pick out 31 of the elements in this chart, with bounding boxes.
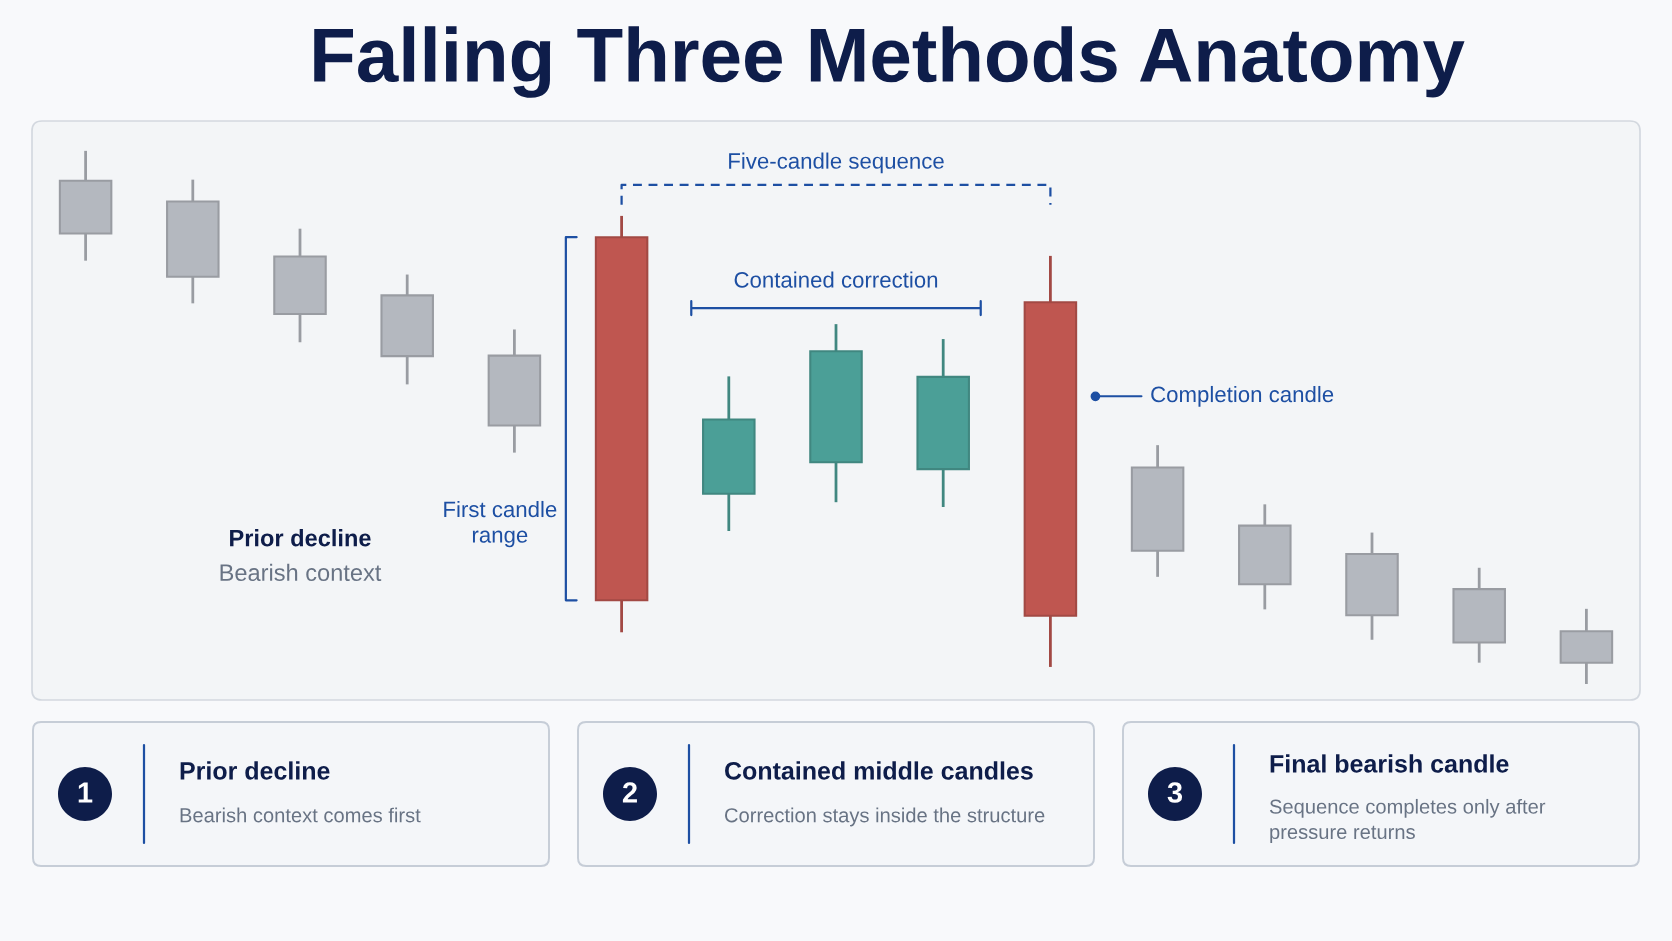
candlestick: [273, 227, 327, 344]
annotation: Prior decline: [230, 529, 371, 547]
candlestick: [1238, 502, 1292, 611]
candlestick: [702, 374, 756, 533]
candlestick: [916, 337, 970, 509]
candlestick: [1023, 254, 1078, 669]
candlestick: [166, 178, 220, 305]
candlestick: [58, 149, 113, 263]
chart-title: Falling Three Methods Anatomy: [314, 26, 1465, 98]
text: Prior decline: [180, 761, 330, 780]
candlestick: [1130, 443, 1185, 579]
annotation: Bearish context: [220, 563, 382, 582]
text: 2: [622, 782, 637, 803]
text: Correction stays inside the structure: [725, 807, 1045, 827]
candlestick: [1559, 607, 1614, 686]
candlestick: [380, 273, 434, 386]
candlestick: [487, 328, 542, 455]
text: Sequence completes only after pressure returns: [1269, 798, 1546, 844]
candlestick: [594, 214, 649, 634]
annotation: Contained correction: [734, 271, 938, 288]
text: 1: [78, 782, 93, 803]
annotation: First candle range: [444, 500, 557, 548]
text: 3: [1167, 782, 1183, 803]
candlestick: [1452, 566, 1506, 665]
text: Contained middle candles: [725, 761, 1033, 780]
annotation: Completion candle: [1151, 385, 1334, 407]
candlestick: [809, 322, 863, 504]
text: Bearish context comes first: [180, 807, 421, 823]
text: Final bearish candle: [1270, 754, 1509, 773]
annotation: Five-candle sequence: [729, 152, 944, 174]
candlestick: [1345, 531, 1399, 642]
